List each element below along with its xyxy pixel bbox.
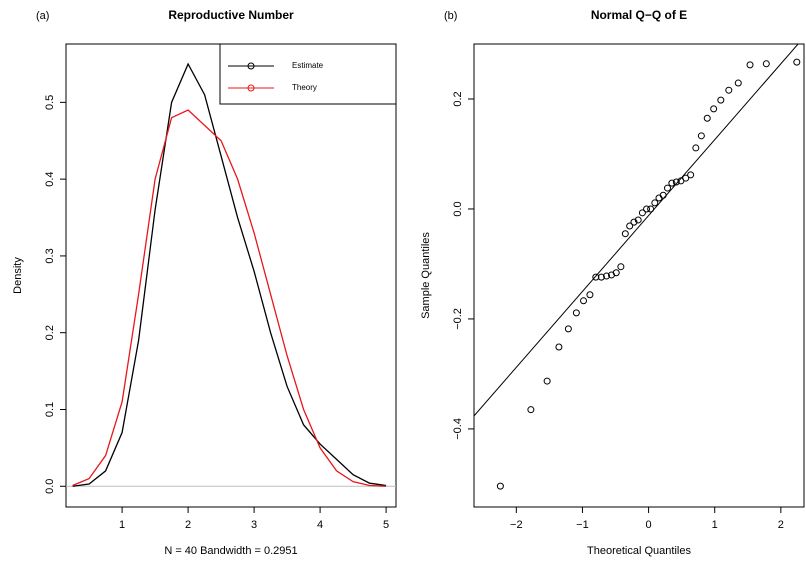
chart-title: Reproductive Number	[168, 8, 294, 22]
point	[682, 174, 690, 182]
y-tick-label: −0.2	[452, 308, 464, 330]
point	[746, 61, 754, 69]
point	[638, 209, 646, 217]
x-tick-label: 5	[383, 519, 389, 531]
x-tick-label: 2	[778, 519, 784, 531]
x-tick-label: 2	[185, 519, 191, 531]
point	[647, 205, 655, 213]
point	[527, 406, 535, 414]
point	[643, 205, 651, 213]
point	[762, 60, 770, 68]
y-tick-label: 0.2	[44, 325, 56, 340]
x-axis-label: Theoretical Quantiles	[587, 545, 691, 557]
legend-label: Theory	[292, 83, 317, 92]
panel-label: (b)	[444, 10, 457, 22]
y-tick-label: −0.4	[452, 418, 464, 440]
reference-line	[474, 44, 799, 417]
y-tick-label: 0.1	[44, 402, 56, 417]
point	[659, 191, 667, 199]
point	[612, 269, 620, 277]
legend-label: Estimate	[292, 61, 324, 70]
point	[603, 272, 611, 280]
y-tick-label: 0.4	[44, 171, 56, 186]
panel-label: (a)	[36, 10, 49, 22]
x-tick-label: 3	[251, 519, 257, 531]
y-tick-label: 0.3	[44, 248, 56, 263]
point	[651, 199, 659, 207]
point	[692, 144, 700, 152]
plot-area	[66, 62, 396, 487]
plot-frame	[473, 43, 805, 508]
point	[597, 273, 605, 281]
point	[672, 178, 680, 186]
point	[564, 325, 572, 333]
point	[496, 482, 504, 490]
point	[617, 263, 625, 271]
point	[710, 105, 718, 113]
plot-area	[474, 44, 801, 490]
x-tick-label: 0	[646, 519, 652, 531]
y-axis-label: Sample Quantiles	[420, 232, 432, 319]
point	[630, 218, 638, 226]
point	[543, 377, 551, 385]
point	[734, 79, 742, 87]
plot-frame	[65, 43, 397, 508]
y-axis-label: Density	[12, 257, 24, 294]
point	[703, 114, 711, 122]
y-tick-label: 0.0	[44, 479, 56, 494]
point	[717, 96, 725, 104]
point	[793, 58, 801, 66]
point	[580, 297, 588, 305]
x-tick-label: 4	[317, 519, 323, 531]
legend-box	[219, 43, 397, 105]
x-tick-label: −2	[510, 519, 523, 531]
y-tick-label: 0.0	[452, 201, 464, 216]
density-line	[72, 62, 387, 487]
x-axis-label: N = 40 Bandwidth = 0.2951	[164, 545, 297, 557]
density-line	[72, 109, 387, 487]
point	[697, 132, 705, 140]
point	[555, 343, 563, 351]
legend-swatch	[247, 84, 255, 92]
y-tick-label: 0.5	[44, 95, 56, 110]
point	[634, 216, 642, 224]
point	[572, 309, 580, 317]
point	[668, 179, 676, 187]
point	[687, 171, 695, 179]
point	[586, 291, 594, 299]
chart-title: Normal Q−Q of E	[591, 8, 687, 22]
x-tick-label: 1	[119, 519, 125, 531]
x-tick-label: −1	[576, 519, 589, 531]
point	[626, 222, 634, 230]
x-tick-label: 1	[712, 519, 718, 531]
y-tick-label: 0.2	[452, 91, 464, 106]
point	[725, 86, 733, 94]
point	[664, 184, 672, 192]
panel: (a) Reproductive Number N = 40 Bandwidth =…	[12, 8, 397, 557]
point	[621, 230, 629, 238]
panel: (b) Normal Q−Q of E Theoretical Quantiles S…	[420, 8, 805, 557]
legend-swatch	[247, 62, 255, 70]
